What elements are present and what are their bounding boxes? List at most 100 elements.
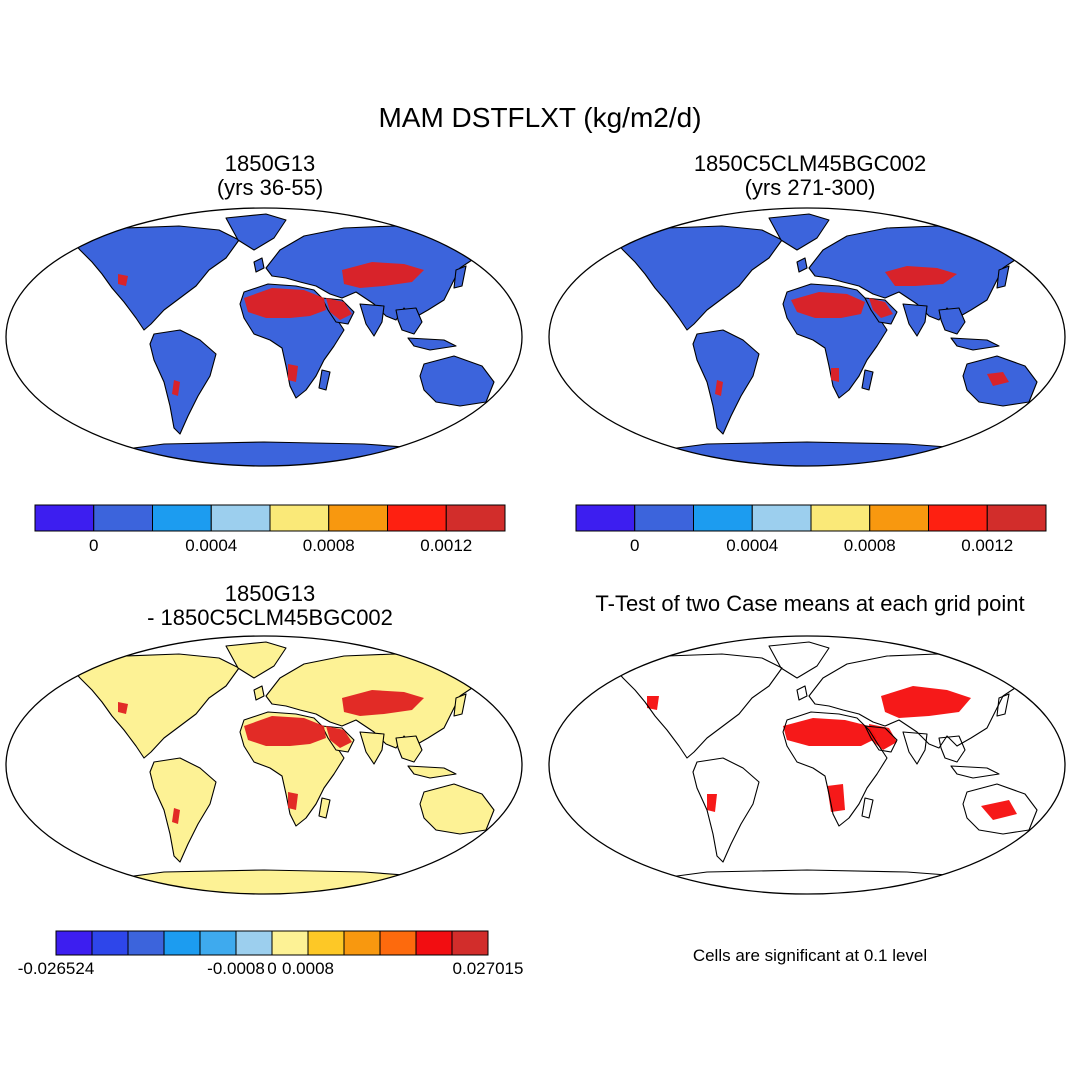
colorbar-tick-label: -0.026524: [17, 959, 95, 978]
region-kalahari: [288, 792, 298, 810]
colorbar-box-2: [152, 504, 212, 532]
colorbar-case1-labels: 0 0.0004 0.0008 0.0012: [34, 536, 506, 560]
continent-south-america: [692, 757, 760, 863]
map-difference: [5, 635, 523, 895]
colorbar-box-7: [307, 930, 345, 956]
significant-cells: [647, 686, 1017, 820]
map-case2: [548, 207, 1066, 467]
map-border: [548, 207, 1066, 467]
colorbar-case2: [575, 504, 1047, 532]
colorbar-case1: [34, 504, 506, 532]
region-central-asia-deserts: [342, 262, 424, 288]
colorbar-box-1: [93, 504, 153, 532]
continent-india: [359, 303, 385, 337]
colorbar-box-5: [328, 504, 388, 532]
colorbar-box-4: [810, 504, 871, 532]
colorbar-tick-label: 0.0012: [961, 536, 1014, 555]
colorbar-box-0: [34, 504, 95, 532]
continent-madagascar: [861, 369, 874, 391]
region-patagonia: [715, 380, 723, 396]
map-ocean: [549, 636, 1065, 894]
region-north-american-desert: [647, 696, 659, 710]
colorbar-tick-label: -0.0008: [207, 959, 265, 978]
continent-new-zealand: [497, 829, 507, 845]
region-sahara: [783, 718, 877, 746]
colorbar-box-7: [986, 504, 1047, 532]
figure-title: MAM DSTFLXT (kg/m2/d): [378, 102, 702, 133]
region-arabian-desert: [869, 724, 897, 750]
continent-indonesia: [407, 765, 457, 779]
continent-japan: [453, 265, 467, 289]
colorbar-box-4: [269, 504, 330, 532]
colorbar-tick-label: 0.0012: [420, 536, 473, 555]
colorbar-tick-label: 0.0004: [185, 536, 238, 555]
colorbar-box-7: [445, 504, 506, 532]
continent-japan: [453, 693, 467, 717]
panel-title-diff-line1: 1850G13: [224, 581, 316, 606]
colorbar-tick-label: 0.0008: [843, 536, 896, 555]
colorbar-box-1: [91, 930, 129, 956]
continent-arabia: [864, 725, 898, 753]
significance-note: Cells are significant at 0.1 level: [692, 946, 928, 965]
continent-southeast-asia: [938, 307, 966, 335]
continent-greenland: [225, 641, 287, 679]
continent-new-zealand: [1040, 829, 1050, 845]
panel-title-diff-line2: - 1850C5CLM45BGC002: [147, 605, 393, 630]
colorbar-box-0: [575, 504, 636, 532]
colorbar-box-0: [55, 930, 93, 956]
continent-new-zealand: [1040, 401, 1050, 417]
region-sahara: [244, 288, 326, 318]
continent-antarctica: [93, 869, 485, 894]
panel-title-case1-years: (yrs 36-55): [216, 175, 324, 200]
colorbar-difference-labels: -0.026524 -0.0008 0 0.0008 0.027015: [18, 959, 524, 983]
colorbar-box-5: [235, 930, 273, 956]
map-ttest: [548, 635, 1066, 895]
region-patagonia: [707, 794, 717, 812]
panel-title-case2: 1850C5CLM45BGC002 (yrs 271-300): [600, 152, 1020, 200]
continent-indonesia: [950, 337, 1000, 351]
continent-british-isles: [253, 685, 265, 701]
colorbar-box-6: [271, 930, 309, 956]
continent-indonesia: [407, 337, 457, 351]
panel-title-case2-years: (yrs 271-300): [744, 175, 876, 200]
region-kalahari: [831, 368, 839, 382]
continent-madagascar: [861, 797, 874, 819]
continent-north-america: [67, 653, 240, 759]
colorbar-tick-label: 0.0004: [726, 536, 779, 555]
region-sahara: [791, 292, 865, 318]
continent-south-america: [149, 329, 217, 435]
colorbar-box-3: [163, 930, 201, 956]
region-kalahari: [288, 364, 298, 382]
colorbar-tick-label: 0: [89, 536, 99, 555]
continent-greenland: [225, 213, 287, 251]
colorbar-tick-label: 0.027015: [452, 959, 524, 978]
dust-source-regions: [118, 262, 424, 396]
panel-title-case1: 1850G13 (yrs 36-55): [60, 152, 480, 200]
continent-south-america: [692, 329, 760, 435]
continent-madagascar: [318, 369, 331, 391]
colorbar-difference: [55, 930, 489, 956]
continent-australia: [419, 783, 495, 835]
colorbar-box-8: [343, 930, 381, 956]
region-patagonia: [172, 808, 180, 824]
colorbar-box-5: [869, 504, 929, 532]
map-border: [5, 207, 523, 467]
continent-new-zealand: [497, 401, 507, 417]
continent-japan: [996, 693, 1010, 717]
colorbar-box-10: [415, 930, 453, 956]
colorbar-tick-label: 0.0008: [302, 536, 355, 555]
colorbar-box-1: [634, 504, 694, 532]
continent-north-america: [610, 653, 783, 759]
region-north-american-desert: [118, 274, 128, 286]
continent-southeast-asia: [395, 735, 423, 763]
continent-north-america: [610, 225, 783, 331]
continent-antarctica: [93, 441, 485, 466]
region-australian-desert: [981, 800, 1017, 820]
region-patagonia: [172, 380, 180, 396]
region-central-asia-deserts: [881, 686, 971, 718]
colorbar-box-6: [928, 504, 988, 532]
continent-southeast-asia: [395, 307, 423, 335]
continent-india: [359, 731, 385, 765]
continent-australia: [419, 355, 495, 407]
colorbar-tick-label: 0: [630, 536, 640, 555]
